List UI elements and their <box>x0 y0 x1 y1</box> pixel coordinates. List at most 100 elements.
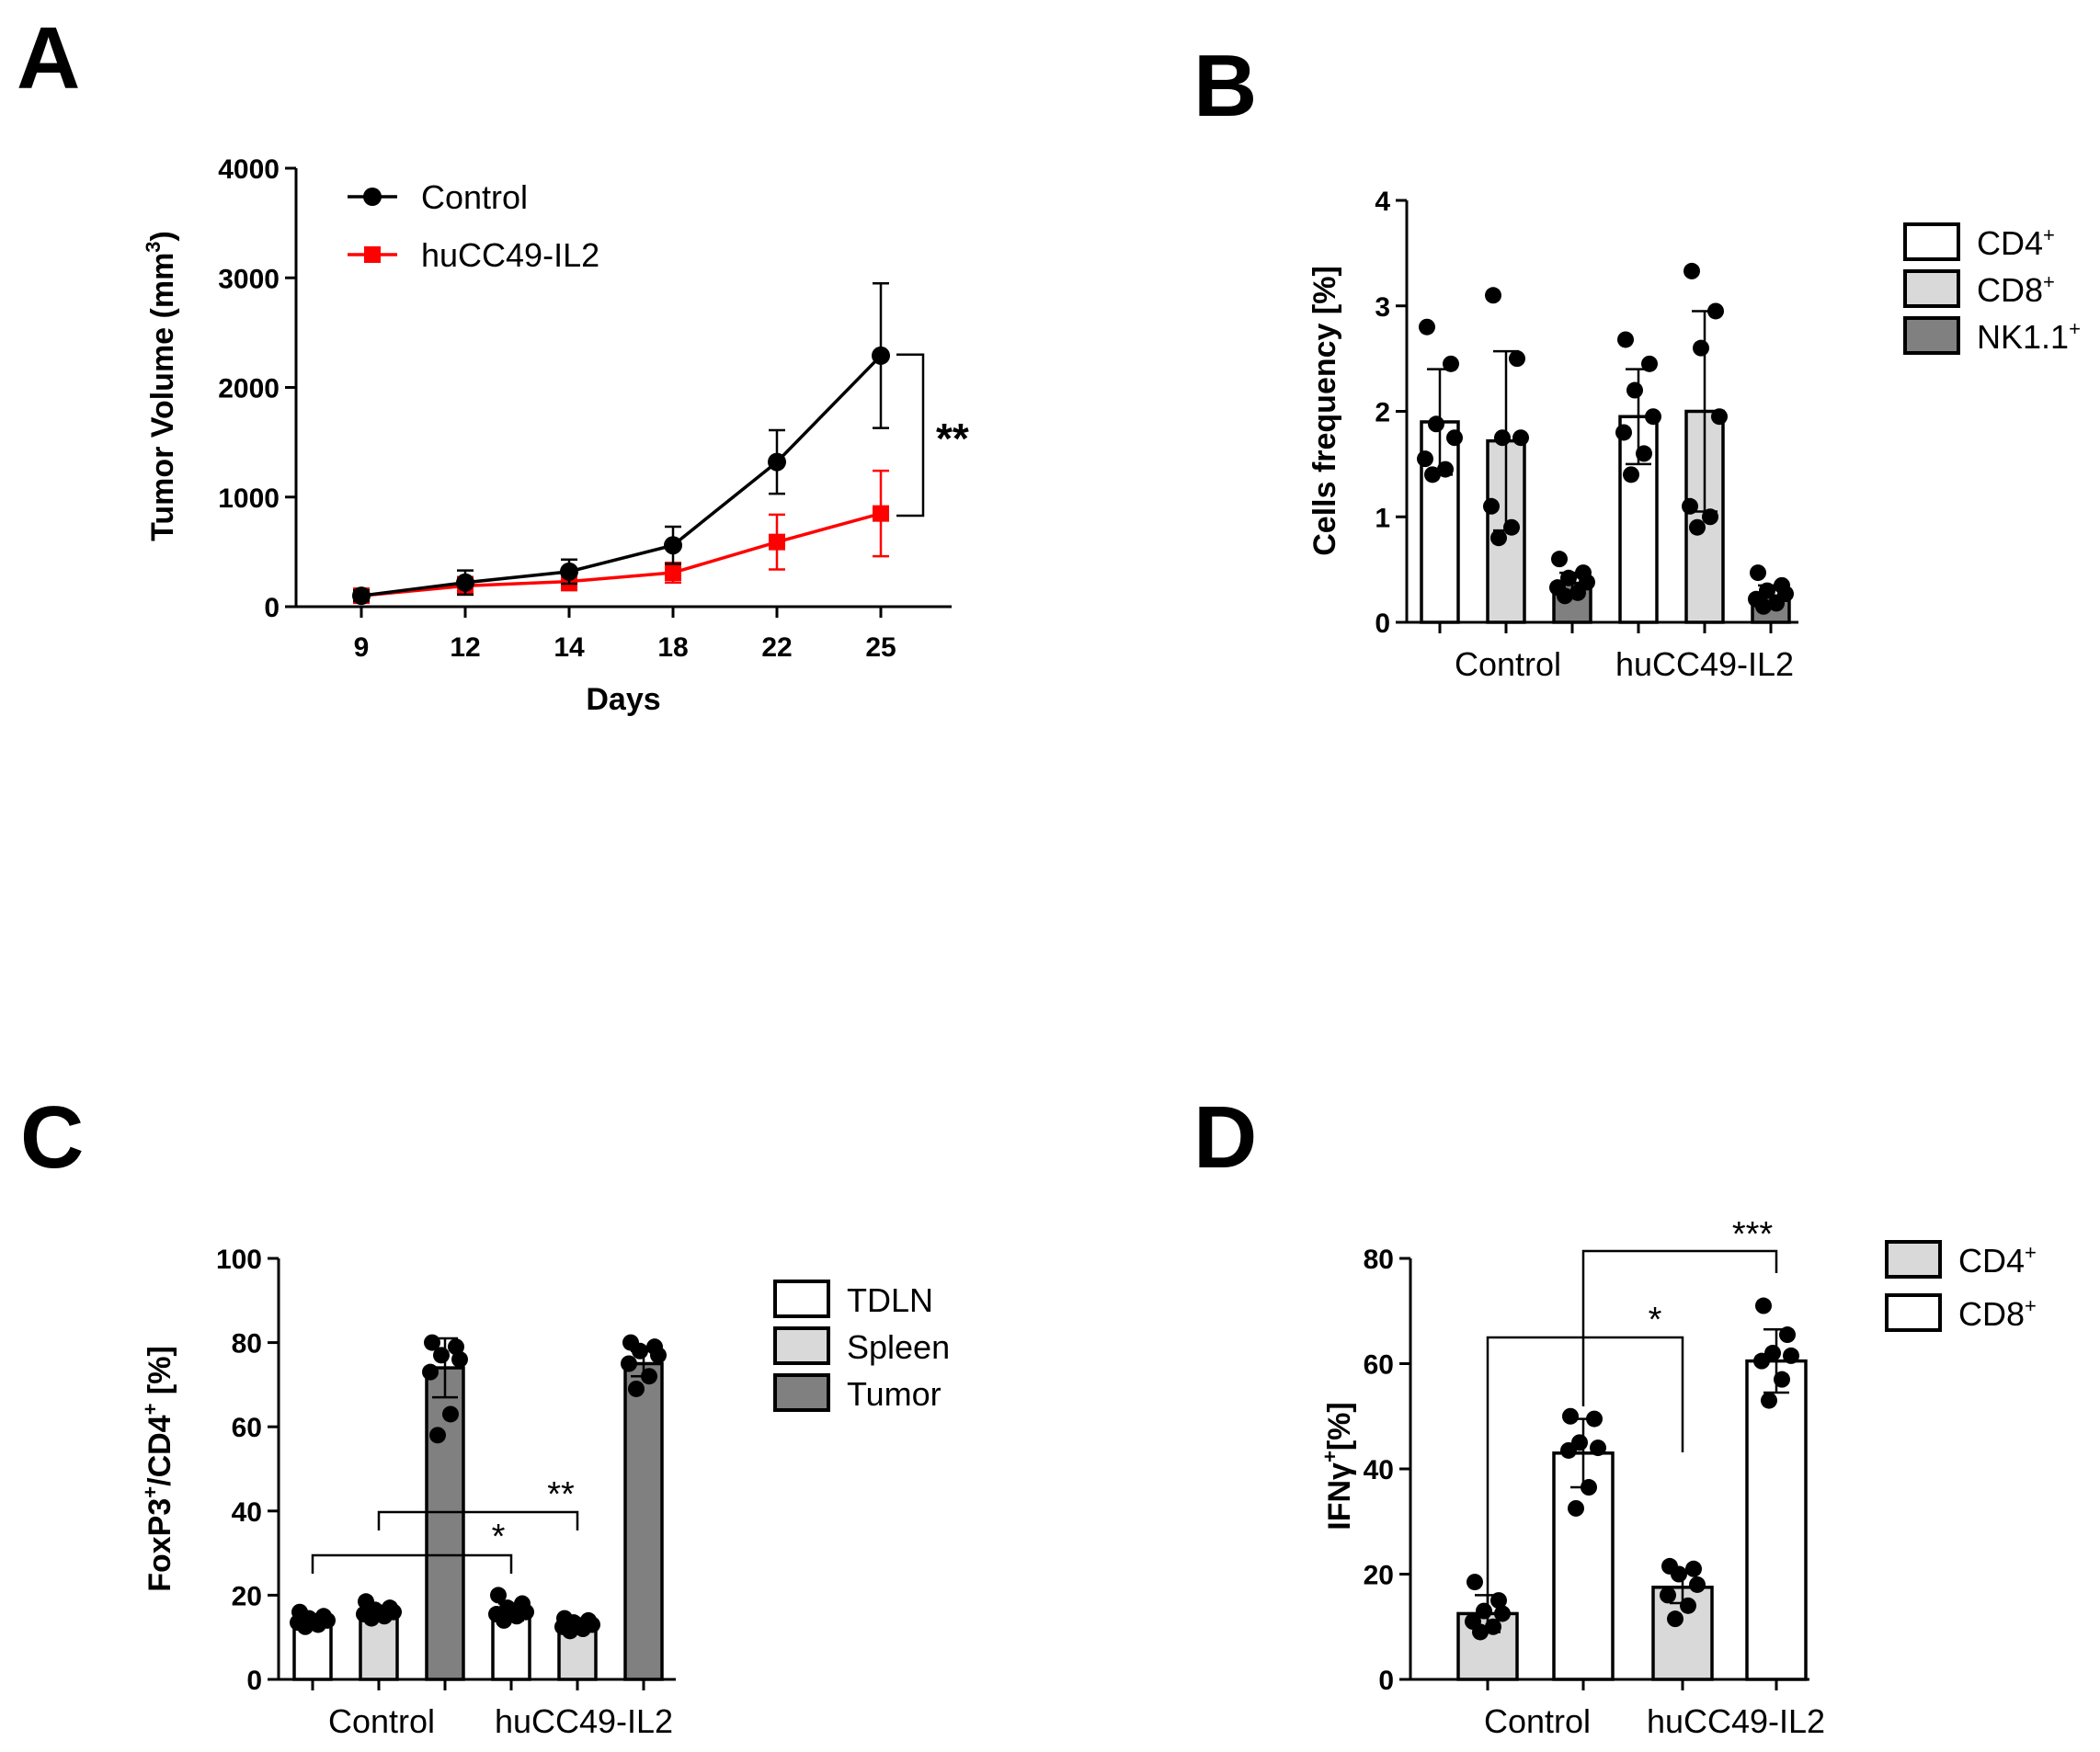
panel-b-y-tick-label: 2 <box>1375 398 1390 428</box>
panel-b-data-point <box>1626 381 1643 399</box>
panel-d-data-point <box>1667 1610 1683 1628</box>
panel-c-data-point <box>363 1610 380 1627</box>
panel-b-data-point <box>1768 595 1785 612</box>
panel-d-data-point <box>1761 1392 1777 1409</box>
panel-c-data-point <box>621 1355 637 1372</box>
panel-c-data-point <box>496 1611 512 1629</box>
panel-b-legend-swatch-cd8 <box>1903 269 1960 308</box>
panel-b-data-point <box>1443 355 1459 372</box>
panel-c-y-tick-label: 100 <box>216 1245 262 1275</box>
panel-b-legend-swatch-nk11 <box>1903 316 1960 355</box>
panel-c-y-tick-label: 20 <box>232 1581 262 1611</box>
panel-d-legend-label-cd4: CD4+ <box>1958 1241 2037 1280</box>
panel-d-data-point <box>1685 1560 1702 1577</box>
panel-a-y-tick-label: 4000 <box>218 154 280 185</box>
panel-b-data-point <box>1750 564 1766 582</box>
panel-b-data-point <box>1689 518 1706 536</box>
panel-a-x-tick-label: 25 <box>865 632 896 663</box>
panel-b-group-label: huCC49-IL2 <box>1615 645 1794 683</box>
panel-b-y-tick-label: 4 <box>1375 187 1390 217</box>
panel-b-data-point <box>1623 466 1639 484</box>
panel-b-data-point <box>1428 415 1444 433</box>
panel-d-data-point <box>1689 1576 1706 1593</box>
panel-c-bar-chart: 0 20 40 60 80 100 Control huCC49-IL2 FoxP3+/CD4+… <box>139 1245 950 1740</box>
panel-d-data-point <box>1568 1499 1584 1517</box>
panel-c-legend-swatch-tumor <box>773 1373 830 1412</box>
panel-d-legend-label-cd8: CD8+ <box>1958 1294 2037 1333</box>
panel-d-data-point <box>1472 1623 1489 1641</box>
panel-b-data-point <box>1707 302 1724 320</box>
panel-d-data-point <box>1590 1439 1606 1457</box>
panel-b-data-point <box>1615 424 1632 441</box>
panel-b-data-point <box>1509 350 1525 368</box>
panel-d-data-point <box>1660 1587 1676 1604</box>
panel-d-data-point <box>1467 1574 1483 1591</box>
panel-a-x-axis-title: Days <box>586 682 660 717</box>
panel-d-y-tick-label: 20 <box>1364 1561 1394 1591</box>
panel-b-data-point <box>1682 497 1698 515</box>
panel-d-y-tick-label: 80 <box>1364 1245 1394 1275</box>
panel-c-group-label: Control <box>328 1702 435 1740</box>
panel-d-data-point <box>1753 1352 1770 1370</box>
panel-b-data-point <box>1417 450 1433 468</box>
panel-b-legend-label-cd4: CD4+ <box>1977 223 2055 262</box>
panel-b-legend-label-cd8: CD8+ <box>1977 270 2055 309</box>
panel-d-significance-label-cd4: * <box>1649 1301 1662 1339</box>
panel-a-point-control <box>352 586 371 606</box>
panel-d-data-point <box>1671 1565 1687 1583</box>
panel-c-data-point <box>650 1347 667 1364</box>
panel-b-data-point <box>1617 331 1634 348</box>
panel-b-data-point <box>1424 466 1441 484</box>
panel-letter-d: D <box>1193 1088 1257 1187</box>
panel-d-significance-bracket-cd8 <box>1581 1249 1778 1406</box>
panel-d-data-point <box>1560 1441 1577 1459</box>
panel-d-data-point <box>1680 1597 1696 1614</box>
panel-a-line-hucc49-il2 <box>360 511 882 597</box>
panel-c-data-point <box>562 1622 578 1640</box>
panel-d-group-label: huCC49-IL2 <box>1647 1702 1825 1740</box>
panel-d-bar-chart: 0 20 40 60 80 Control huCC49-IL2 IFNγ+[%] CD4+ CD… <box>1318 1215 2037 1740</box>
panel-b-legend-label-nk11: NK1.1+ <box>1977 317 2081 356</box>
panel-c-significance-label-tdln: * <box>492 1518 506 1556</box>
panel-b-data-point <box>1641 355 1658 372</box>
panel-c-group-label: huCC49-IL2 <box>495 1702 673 1740</box>
panel-d-group-label: Control <box>1484 1702 1591 1740</box>
panel-a-legend-label-hucc49-il2: huCC49-IL2 <box>421 236 599 274</box>
panel-d-data-point <box>1783 1347 1799 1364</box>
panel-d-data-point <box>1494 1605 1511 1622</box>
panel-a-point-hucc49-il2 <box>665 564 681 582</box>
panel-d-data-point <box>1755 1297 1772 1314</box>
panel-c-data-point <box>297 1618 314 1635</box>
panel-c-y-axis-title: FoxP3+/CD4+ [%] <box>139 1346 177 1592</box>
panel-b-legend-swatch-cd4 <box>1903 222 1960 261</box>
panel-d-data-point <box>1490 1592 1507 1610</box>
panel-b-data-point <box>1645 408 1661 426</box>
panel-c-data-point <box>490 1587 507 1604</box>
panel-a-y-axis-title: Tumor Volume (mm3) <box>142 231 180 541</box>
panel-d-significance-label-cd8: *** <box>1732 1215 1774 1254</box>
panel-b-data-point <box>1551 551 1568 568</box>
panel-b-data-point <box>1437 461 1454 478</box>
panel-d-y-tick-label: 0 <box>1378 1666 1394 1696</box>
panel-b-data-point <box>1693 339 1709 357</box>
panel-a-significance-label: ** <box>936 415 969 462</box>
panel-d-y-tick-label: 60 <box>1364 1350 1394 1381</box>
panel-d-data-point <box>1774 1371 1790 1388</box>
panel-a-legend-label-control: Control <box>421 178 528 216</box>
panel-a-y-tick-label: 0 <box>264 593 280 623</box>
panel-c-significance-bracket-spleen <box>377 1510 579 1530</box>
panel-b-data-point <box>1490 529 1507 547</box>
panel-d-bar-cd8-hucc49-il2 <box>1745 1359 1808 1681</box>
panel-b-data-point <box>1503 518 1520 536</box>
panel-c-bar-tumor-hucc49-il2 <box>623 1361 664 1681</box>
panel-c-data-point <box>442 1405 459 1423</box>
panel-d-data-point <box>1581 1479 1597 1496</box>
panel-c-data-point <box>641 1368 657 1385</box>
panel-b-data-point <box>1512 429 1529 447</box>
panel-b-y-tick-label: 0 <box>1375 609 1390 639</box>
panel-a-point-control <box>664 536 682 555</box>
panel-c-data-point <box>632 1342 648 1360</box>
panel-c-data-point <box>508 1608 525 1625</box>
panel-d-y-tick-label: 40 <box>1364 1455 1394 1485</box>
panel-a-point-control <box>456 573 474 592</box>
